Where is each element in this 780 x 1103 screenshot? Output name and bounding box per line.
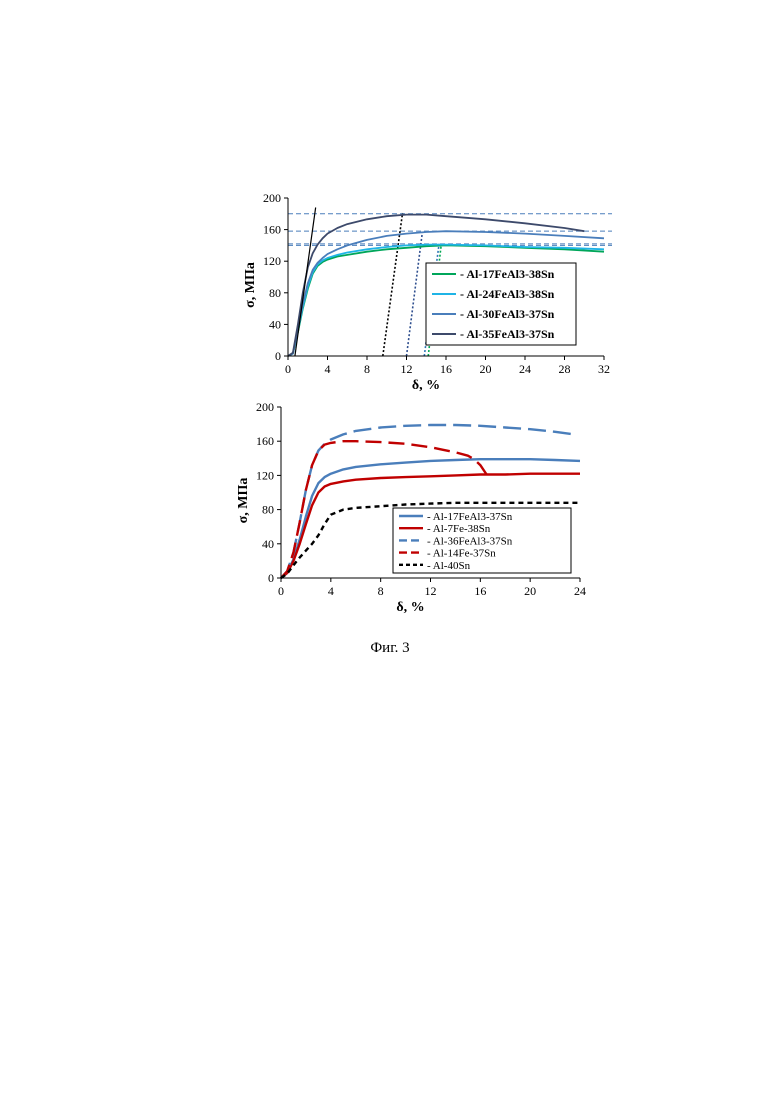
x-tick-label: 4 xyxy=(325,362,331,376)
reference-lines xyxy=(288,214,612,246)
legend: - Al-17FeAl3-38Sn - Al-24FeAl3-38Sn - Al-3… xyxy=(426,263,576,345)
x-tick-label: 32 xyxy=(598,362,610,376)
y-axis-label: σ, МПа xyxy=(243,262,258,308)
legend-label: - Al-30FeAl3-37Sn xyxy=(460,307,555,321)
legend-label: - Al-35FeAl3-37Sn xyxy=(460,327,555,341)
legend-label: - Al-14Fe-37Sn xyxy=(427,548,496,560)
y-tick-label: 200 xyxy=(263,191,281,205)
legend-label: - Al-17FeAl3-38Sn xyxy=(460,267,555,281)
y-tick-labels: 0 40 80 120 160 200 xyxy=(263,191,281,363)
x-tick-label: 24 xyxy=(574,584,586,598)
x-axis-label: δ, % xyxy=(396,600,424,615)
y-tick-label: 40 xyxy=(269,317,281,331)
x-tick-label: 16 xyxy=(440,362,452,376)
x-tick-label: 24 xyxy=(519,362,531,376)
y-tick-label: 200 xyxy=(256,400,274,414)
y-tick-label: 80 xyxy=(269,286,281,300)
x-tick-label: 20 xyxy=(524,584,536,598)
y-tick-label: 120 xyxy=(263,254,281,268)
chart-1: 0 4 8 12 16 20 24 28 32 0 40 80 120 160 200 δ, % σ, М… xyxy=(243,191,612,393)
y-tick-label: 160 xyxy=(256,434,274,448)
x-tick-labels: 0 4 8 12 16 20 24 28 32 xyxy=(285,362,610,376)
y-tick-label: 0 xyxy=(268,571,274,585)
figure-caption: Фиг. 3 xyxy=(0,640,780,657)
y-tick-labels: 0 40 80 120 160 200 xyxy=(256,400,274,585)
y-tick-label: 80 xyxy=(262,503,274,517)
x-tick-labels: 0 4 8 12 16 20 24 xyxy=(278,584,586,598)
x-tick-label: 28 xyxy=(559,362,571,376)
y-tick-label: 40 xyxy=(262,537,274,551)
legend-label: - Al-36FeAl3-37Sn xyxy=(427,535,513,547)
elastic-line xyxy=(295,207,316,356)
y-axis-label: σ, МПа xyxy=(236,478,251,524)
x-tick-label: 4 xyxy=(328,584,334,598)
x-tick-label: 12 xyxy=(401,362,413,376)
legend-label: - Al-40Sn xyxy=(427,560,471,572)
legend-label: - Al-17FeAl3-37Sn xyxy=(427,511,513,523)
x-tick-label: 8 xyxy=(364,362,370,376)
x-tick-label: 16 xyxy=(474,584,486,598)
x-tick-label: 12 xyxy=(425,584,437,598)
legend-label: - Al-24FeAl3-38Sn xyxy=(460,287,555,301)
legend-label: - Al-7Fe-38Sn xyxy=(427,523,491,535)
y-tick-label: 0 xyxy=(275,349,281,363)
x-tick-label: 0 xyxy=(278,584,284,598)
legend: - Al-17FeAl3-37Sn- Al-7Fe-38Sn- Al-36FeA… xyxy=(393,508,571,573)
x-axis-label: δ, % xyxy=(412,378,440,393)
x-tick-label: 0 xyxy=(285,362,291,376)
x-tick-label: 20 xyxy=(480,362,492,376)
y-tick-label: 120 xyxy=(256,468,274,482)
chart-2: 0 4 8 12 16 20 24 0 40 80 120 160 200 δ, % σ, МПа -… xyxy=(236,400,586,615)
x-tick-label: 8 xyxy=(378,584,384,598)
unloading-line xyxy=(407,233,423,356)
y-tick-label: 160 xyxy=(263,223,281,237)
